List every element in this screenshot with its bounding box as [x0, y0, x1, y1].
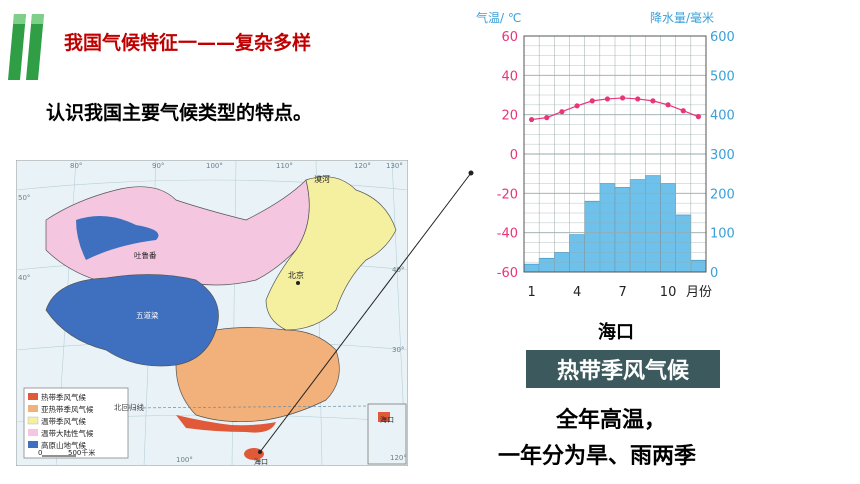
- precip-bar: [660, 183, 676, 273]
- left-axis-label: 气温/ ℃: [476, 10, 521, 25]
- legend-item: 温带大陆性气候: [41, 428, 94, 438]
- haikou-climate-chart: 气温/ ℃ 降水量/毫米 6040200-20-40-6060050040030…: [476, 10, 734, 300]
- china-climate-map: 热带季风气候 亚热带季风气候 温带季风气候 温带大陆性气候 高原山地气候 0 5…: [16, 160, 408, 466]
- temperature-point: [544, 115, 550, 121]
- x-axis-label: 月份: [686, 285, 712, 300]
- temperature-point: [635, 96, 641, 102]
- temp-tick-label: -20: [497, 187, 518, 202]
- precip-bar: [690, 259, 707, 273]
- precip-bar: [584, 200, 601, 273]
- temperature-point: [604, 96, 611, 102]
- temperature-point: [650, 98, 656, 104]
- temperature-point: [619, 95, 626, 101]
- lat-label: 40°: [392, 266, 404, 274]
- precip-bar: [614, 187, 631, 273]
- beijing-label: 北京: [288, 270, 304, 280]
- lon-label: 100°: [176, 456, 193, 464]
- month-tick-label: 7: [618, 285, 626, 300]
- scale-label: 500千米: [68, 448, 95, 457]
- temp-tick-label: -40: [497, 227, 518, 242]
- temperature-point: [680, 108, 686, 114]
- legend-item: 高原山地气候: [41, 440, 86, 450]
- temp-tick-label: 60: [501, 30, 518, 45]
- temperature-point: [574, 103, 580, 109]
- scale-zero: 0: [38, 449, 42, 457]
- haikou-inset-label: 海口: [380, 415, 394, 424]
- tulufan-label: 吐鲁番: [134, 250, 157, 260]
- precip-tick-label: 500: [710, 69, 734, 84]
- lat-label: 40°: [18, 274, 30, 282]
- legend-item: 热带季风气候: [41, 392, 86, 402]
- lon-label: 130°: [386, 162, 403, 170]
- right-axis-label: 降水量/毫米: [650, 10, 714, 25]
- lon-label: 120°: [354, 162, 371, 170]
- precip-tick-label: 200: [710, 187, 734, 202]
- mohe-label: 漠河: [314, 174, 330, 184]
- decorative-slash-mark: [8, 14, 44, 80]
- temp-tick-label: 0: [510, 148, 518, 163]
- legend-item: 温带季风气候: [41, 416, 86, 426]
- map-legend: 热带季风气候 亚热带季风气候 温带季风气候 温带大陆性气候 高原山地气候: [27, 392, 94, 450]
- month-tick-label: 10: [660, 285, 677, 300]
- temperature-point: [559, 109, 565, 115]
- precip-bar: [569, 234, 585, 273]
- temp-tick-label: 20: [501, 109, 518, 124]
- chart-caption: 海口: [598, 322, 634, 343]
- precip-bar: [675, 214, 692, 273]
- precip-tick-label: 0: [710, 266, 718, 281]
- month-tick-label: 4: [573, 285, 581, 300]
- precip-tick-label: 100: [710, 227, 734, 242]
- temperature-point: [665, 102, 671, 108]
- temp-tick-label: 40: [501, 69, 518, 84]
- map-legend-box: [23, 387, 129, 459]
- temperature-point: [528, 116, 535, 123]
- precip-bar: [645, 175, 661, 273]
- lon-label: 120°: [390, 454, 407, 462]
- legend-item: 亚热带季风气候: [41, 404, 94, 414]
- precip-bar: [523, 263, 540, 273]
- precip-bar: [599, 183, 616, 273]
- climate-description-line2: 一年分为旱、雨两季: [498, 444, 697, 469]
- lat-label: 50°: [18, 194, 30, 202]
- tropic-label: 北回归线: [114, 402, 144, 412]
- precip-bar: [538, 257, 555, 273]
- temperature-point: [589, 98, 595, 104]
- lon-label: 110°: [276, 162, 293, 170]
- haikou-map-label: 海口: [254, 457, 268, 466]
- temperature-point: [695, 114, 702, 120]
- precip-tick-label: 600: [710, 30, 734, 45]
- precip-tick-label: 300: [710, 148, 734, 163]
- slide-subtitle: 认识我国主要气候类型的特点。: [46, 102, 313, 124]
- slide-title: 我国气候特征一——复杂多样: [64, 32, 312, 54]
- temperature-line: [531, 97, 699, 121]
- lon-label: 90°: [152, 162, 164, 170]
- temp-tick-label: -60: [497, 266, 518, 281]
- lat-label: 30°: [392, 346, 404, 354]
- precip-tick-label: 400: [710, 109, 734, 124]
- climate-description-line1: 全年高温，: [556, 408, 667, 433]
- climate-type-banner: 热带季风气候: [526, 350, 720, 388]
- lon-label: 80°: [70, 162, 82, 170]
- month-tick-label: 1: [527, 285, 535, 300]
- wudaoliang-label: 五道梁: [136, 310, 159, 320]
- lon-label: 100°: [206, 162, 223, 170]
- plot-frame: [523, 35, 707, 273]
